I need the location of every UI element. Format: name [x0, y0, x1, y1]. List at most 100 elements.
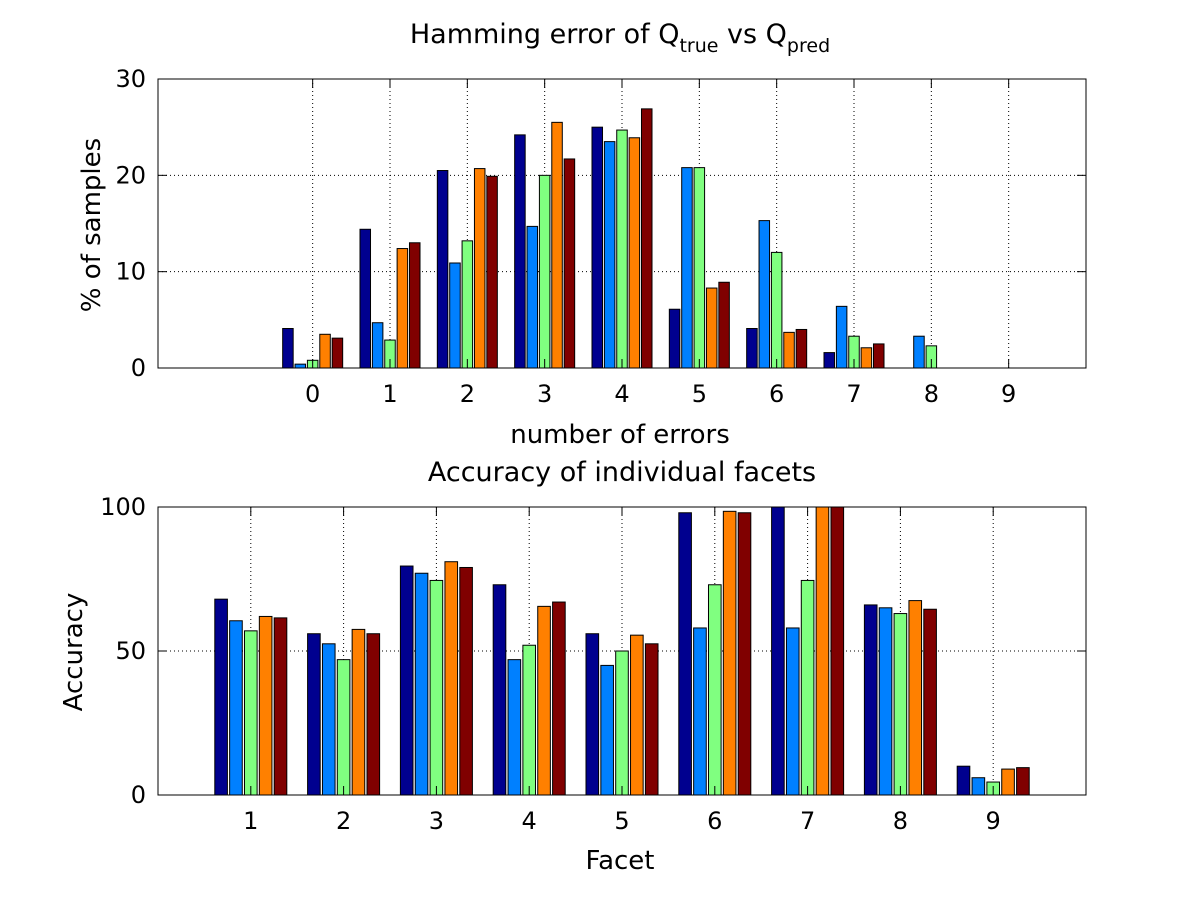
chart1-xtick-label: 6: [769, 380, 784, 408]
chart2-bar: [459, 566, 473, 796]
chart2-bar: [444, 561, 459, 796]
chart2-bar: [644, 643, 659, 796]
chart2-bar: [522, 644, 537, 796]
chart1-bar: [795, 328, 808, 369]
chart1-bar: [526, 225, 539, 369]
hamming-error-chart: Hamming error of Qtrue vs Qpred 0 10 20 30 0…: [77, 19, 1087, 450]
chart2-bar: [229, 620, 243, 796]
chart1-bar: [486, 175, 498, 369]
chart2-bar: [771, 506, 785, 796]
chart2-bar: [630, 634, 644, 796]
chart2-bar: [908, 600, 923, 796]
chart1-bar: [705, 287, 718, 369]
chart1-bar: [616, 129, 628, 369]
chart1-bar: [408, 242, 421, 369]
chart2-ytick-label: 0: [131, 781, 146, 809]
chart2-bar: [785, 627, 800, 796]
chart1-bar: [823, 352, 836, 369]
chart2-bar: [307, 633, 321, 796]
chart2-bar: [830, 506, 845, 796]
chart1-bar: [746, 328, 758, 369]
chart2-bar: [678, 512, 692, 796]
chart2-bar: [971, 777, 986, 796]
chart2-bar: [693, 627, 707, 796]
chart1-xtick-label: 0: [305, 380, 320, 408]
chart2-bar: [863, 604, 878, 796]
chart2-xtick-label: 2: [336, 807, 351, 835]
chart2-bar: [258, 615, 273, 796]
chart1-xtick-label: 7: [846, 380, 861, 408]
chart2-ytick-label: 100: [100, 493, 146, 521]
chart2-bar: [893, 613, 908, 796]
chart1-bar: [319, 333, 331, 369]
chart1-bar: [628, 137, 641, 369]
chart1-x-axis-label: number of errors: [510, 420, 730, 450]
chart1-bar: [758, 220, 771, 369]
chart2-xtick-label: 7: [800, 807, 815, 835]
chart1-bar: [681, 167, 693, 369]
chart2-xtick-label: 5: [614, 807, 629, 835]
chart1-bar: [770, 251, 783, 369]
chart1-xtick-label: 1: [382, 380, 397, 408]
chart2-bar: [321, 643, 336, 796]
chart2-y-axis-label: Accuracy: [59, 593, 89, 712]
chart1-xtick-label: 5: [692, 380, 707, 408]
chart2-xtick-label: 1: [243, 807, 258, 835]
chart1-bar: [514, 134, 526, 369]
chart1-ytick-label: 30: [115, 65, 146, 93]
chart1-bar: [783, 331, 795, 369]
chart2-xtick-label: 4: [522, 807, 537, 835]
chart1-bar: [718, 281, 730, 369]
chart2-bar: [399, 565, 414, 796]
chart1-bar: [538, 174, 551, 369]
chart1-bar: [371, 322, 384, 369]
chart1-bars: [282, 108, 938, 369]
chart1-xtick-label: 8: [924, 380, 939, 408]
chart2-bar: [923, 608, 937, 796]
chart1-bar: [693, 167, 706, 369]
chart1-bar: [563, 158, 576, 369]
chart2-bar: [273, 617, 288, 796]
chart1-ticks: 0 10 20 30 0 1 2 3 4 5 6 7 8 9: [115, 65, 1086, 408]
chart1-y-axis-label: % of samples: [77, 138, 107, 312]
chart2-bar: [956, 765, 971, 796]
chart2-bar: [1001, 768, 1015, 796]
chart2-xtick-label: 3: [429, 807, 444, 835]
chart2-bar: [336, 659, 351, 796]
chart2-x-axis-label: Facet: [586, 846, 655, 876]
chart2-bar: [600, 664, 614, 796]
chart1-bar: [282, 328, 294, 369]
chart2-bars: [214, 506, 1030, 796]
chart1-bar: [294, 363, 307, 369]
chart1-bar: [359, 228, 372, 369]
chart2-bar: [800, 579, 815, 796]
chart2-bar: [243, 630, 258, 796]
facet-accuracy-chart: Accuracy of individual facets 0 50 100 1 2 3 4…: [59, 457, 1087, 876]
chart2-bar: [707, 584, 722, 796]
chart1-title: Hamming error of Qtrue vs Qpred: [410, 19, 830, 57]
chart2-bar: [585, 633, 600, 796]
chart1-bar: [640, 108, 653, 369]
chart1-ytick-label: 0: [131, 354, 146, 382]
chart2-bar: [429, 579, 444, 796]
chart2-ticks: 0 50 100 1 2 3 4 5 6 7 8 9: [100, 493, 1086, 835]
chart2-xtick-label: 9: [986, 807, 1001, 835]
chart1-ytick-label: 10: [115, 258, 146, 286]
chart1-xtick-label: 9: [1001, 380, 1016, 408]
chart1-bar: [449, 262, 461, 369]
chart2-bar: [492, 584, 507, 796]
chart1-bar: [551, 121, 563, 369]
chart2-bar: [214, 598, 228, 796]
chart2-bar: [366, 633, 381, 796]
chart2-bar: [722, 510, 737, 796]
chart1-bar: [603, 141, 616, 369]
chart1-bar: [668, 308, 681, 369]
chart1-ytick-label: 20: [115, 161, 146, 189]
chart2-bar: [615, 650, 629, 796]
chart2-bar: [878, 607, 893, 796]
chart2-xtick-label: 6: [707, 807, 722, 835]
chart1-xtick-label: 2: [460, 380, 475, 408]
chart2-bar: [537, 605, 551, 796]
chart1-bar: [860, 347, 873, 369]
